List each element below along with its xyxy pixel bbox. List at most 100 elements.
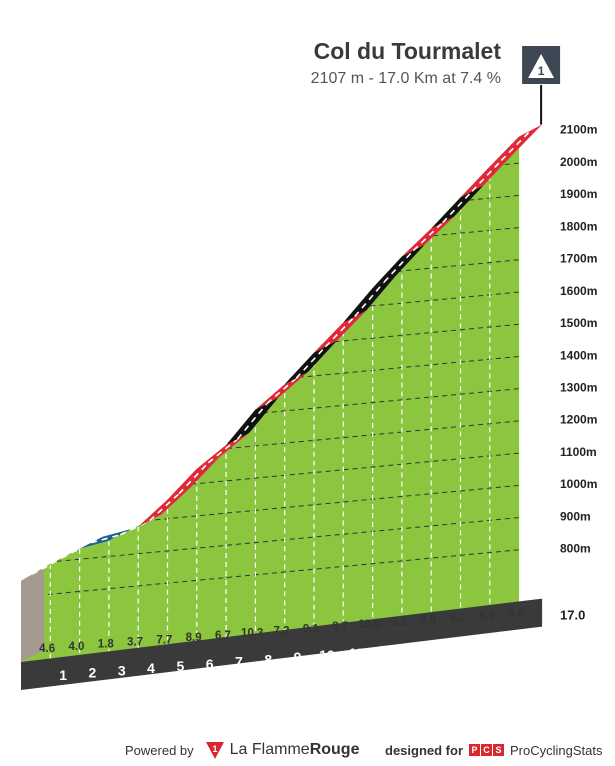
x-tick-label: 14: [436, 638, 452, 654]
gradient-segment: [284, 340, 337, 385]
y-tick-label: 1100m: [560, 445, 597, 459]
flame-rouge-badge: 1: [212, 744, 217, 754]
y-tick-label: 1800m: [560, 219, 597, 233]
x-tick-label: 16: [495, 634, 511, 650]
gradient-label: 8.9: [186, 632, 202, 644]
gradient-label: 7.7: [156, 634, 172, 646]
y-tick-label: 1600m: [560, 284, 597, 298]
profile-side-face: [21, 568, 44, 662]
y-tick-label: 1500m: [560, 316, 597, 330]
y-tick-label: 2100m: [560, 123, 597, 137]
total-distance-label: 17.0: [560, 608, 585, 623]
ribbon-dash: [471, 159, 502, 192]
x-tick-label: 7: [235, 654, 243, 670]
y-tick-label: 1900m: [560, 187, 597, 201]
km-axis-band: [21, 598, 543, 690]
ribbon-dash: [178, 462, 209, 495]
climb-title: Col du Tourmalet: [313, 38, 501, 64]
x-tick-label: 10: [319, 647, 335, 663]
x-tick-label: 5: [176, 658, 184, 674]
y-tick-label: 1300m: [560, 381, 597, 395]
flame-rouge-icon: 1: [205, 742, 224, 759]
gradient-segment: [255, 372, 308, 410]
gradient-label: 10.0: [358, 619, 380, 631]
flame-rouge-logo-text: La FlammeRouge: [230, 741, 360, 759]
powered-by-label: Powered by: [125, 742, 194, 758]
gradient-segment: [460, 154, 513, 198]
ribbon-dash: [500, 129, 532, 162]
gradient-segment: [314, 310, 367, 353]
pcs-tile: S: [493, 744, 505, 756]
gradient-segment: [196, 432, 250, 469]
x-tick-label: 15: [466, 636, 482, 652]
ribbon-dash: [354, 281, 385, 317]
ribbon-dash: [61, 542, 92, 559]
gradient-label: 8.7: [332, 621, 348, 633]
y-tick-label: 800m: [560, 542, 591, 556]
y-tick-label: 1700m: [560, 252, 597, 266]
ribbon-dash: [383, 249, 414, 283]
x-tick-label: 8: [264, 651, 272, 667]
gradient-label: 9.1: [391, 617, 408, 629]
x-tick-label: 13: [407, 640, 423, 656]
procyclingstats-name: ProCyclingStats: [510, 742, 603, 758]
climb-subtitle: 2107 m - 17.0 Km at 7.4 %: [310, 70, 501, 87]
x-tick-label: 3: [118, 662, 126, 678]
flame-rouge-name-a: La Flamme: [229, 741, 310, 758]
y-tick-label: 2000m: [560, 155, 597, 169]
gradient-segment: [372, 244, 425, 289]
elevation-gridline: [21, 386, 520, 437]
category-number: 1: [538, 64, 545, 78]
pcs-tile: P: [469, 744, 481, 756]
gradient-label: 9.1: [303, 623, 320, 635]
gradient-label: 8.0: [420, 615, 436, 627]
ribbon-dash: [149, 493, 180, 522]
gradient-segment: [401, 216, 455, 257]
gradient-label: 3.7: [127, 637, 143, 649]
y-tick-label: 1200m: [560, 413, 597, 427]
x-tick-label: 6: [206, 656, 214, 672]
x-tick-label: 12: [378, 643, 394, 659]
x-tick-label: 4: [147, 660, 155, 676]
gradient-label: 8.6: [508, 608, 524, 620]
ribbon-dash: [236, 403, 268, 440]
y-tick-label: 900m: [560, 509, 591, 523]
elevation-gridline: [21, 514, 520, 566]
ribbon-dash: [324, 315, 356, 348]
gradient-segment: [431, 185, 484, 229]
gradient-label: 4.0: [68, 641, 84, 653]
category-icon: [528, 54, 555, 78]
elevation-gridline: [21, 482, 520, 534]
powered-by: Powered by 1 La FlammeRouge: [125, 738, 359, 762]
gradient-label: 6.7: [215, 630, 231, 642]
y-tick-label: 1400m: [560, 348, 597, 362]
x-tick-label: 11: [349, 645, 364, 661]
ribbon-dash: [412, 221, 444, 252]
elevation-gridline: [21, 418, 520, 469]
elevation-gridline: [21, 547, 520, 598]
x-tick-label: 1: [59, 667, 67, 683]
elevation-gridline: [21, 136, 520, 179]
ribbon-dash: [90, 534, 121, 544]
gradient-segment: [138, 487, 191, 527]
y-tick-label: 1000m: [560, 477, 597, 491]
gradient-label: 10.3: [241, 628, 263, 640]
pcs-tile: C: [481, 744, 493, 756]
gradient-label: 8.9: [479, 610, 495, 622]
x-tick-label: 2: [89, 665, 97, 681]
ribbon-dash: [295, 346, 327, 379]
gradient-label: 1.8: [98, 639, 115, 651]
gradient-segment: [167, 456, 220, 500]
elevation-gridline: [21, 450, 520, 501]
designed-for-label: designed for: [385, 742, 464, 758]
x-tick-label: 9: [294, 649, 302, 665]
ribbon-dash: [32, 557, 63, 576]
gradient-label: 9.0: [449, 612, 465, 624]
flame-rouge-name-b: Rouge: [309, 741, 360, 758]
gradient-segment: [489, 124, 543, 167]
gradient-label: 4.6: [39, 643, 55, 655]
ribbon-dash: [442, 190, 473, 224]
